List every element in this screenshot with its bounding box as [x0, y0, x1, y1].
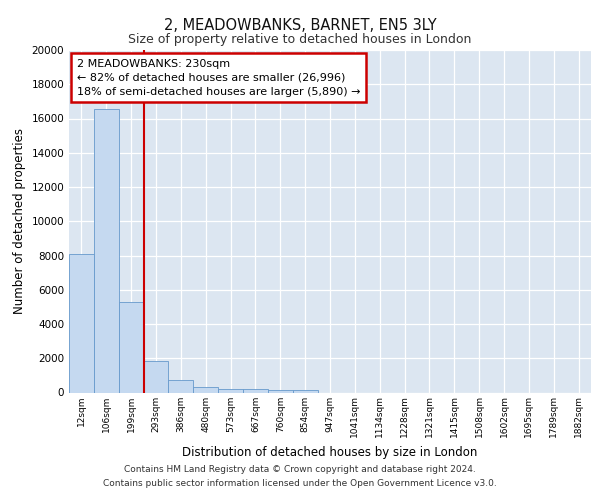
Bar — [119, 302, 143, 392]
Text: Contains HM Land Registry data © Crown copyright and database right 2024.
Contai: Contains HM Land Registry data © Crown c… — [103, 466, 497, 487]
Bar — [69, 254, 94, 392]
Bar — [243, 389, 268, 392]
Bar — [169, 380, 193, 392]
Text: Size of property relative to detached houses in London: Size of property relative to detached ho… — [128, 32, 472, 46]
Bar — [193, 387, 218, 392]
Bar — [218, 388, 243, 392]
Y-axis label: Number of detached properties: Number of detached properties — [13, 128, 26, 314]
Bar — [293, 390, 317, 392]
Bar — [268, 390, 293, 392]
X-axis label: Distribution of detached houses by size in London: Distribution of detached houses by size … — [182, 446, 478, 458]
Text: 2 MEADOWBANKS: 230sqm
← 82% of detached houses are smaller (26,996)
18% of semi-: 2 MEADOWBANKS: 230sqm ← 82% of detached … — [77, 58, 361, 96]
Bar — [94, 109, 119, 393]
Bar — [143, 361, 169, 392]
Text: 2, MEADOWBANKS, BARNET, EN5 3LY: 2, MEADOWBANKS, BARNET, EN5 3LY — [164, 18, 436, 32]
